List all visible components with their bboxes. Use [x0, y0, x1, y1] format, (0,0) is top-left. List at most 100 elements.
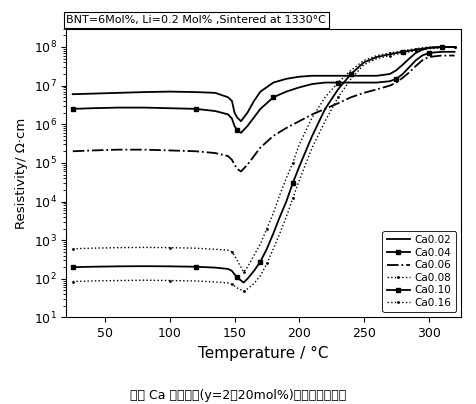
- Ca0.06: [283, 126, 289, 130]
- Ca0.10: [297, 164, 302, 169]
- Ca0.06: [245, 162, 250, 167]
- Ca0.10: [283, 199, 289, 204]
- Ca0.04: [193, 107, 198, 112]
- Ca0.08: [258, 242, 263, 246]
- Ca0.08: [238, 265, 244, 269]
- Ca0.02: [225, 95, 231, 100]
- Ca0.16: [290, 196, 296, 201]
- Ca0.10: [251, 269, 257, 274]
- Ca0.06: [229, 158, 235, 162]
- Ca0.04: [374, 80, 380, 85]
- Ca0.06: [193, 149, 198, 154]
- Ca0.02: [322, 74, 328, 78]
- Ca0.02: [426, 45, 432, 50]
- Ca0.16: [297, 178, 302, 183]
- Ca0.16: [309, 145, 315, 150]
- Ca0.02: [283, 76, 289, 81]
- Text: BNT=6Mol%, Li=0.2 Mol% ,Sintered at 1330°C: BNT=6Mol%, Li=0.2 Mol% ,Sintered at 1330…: [66, 15, 326, 25]
- Ca0.06: [167, 148, 173, 153]
- Ca0.04: [394, 76, 399, 81]
- Ca0.06: [387, 83, 393, 88]
- Ca0.04: [115, 105, 121, 110]
- Ca0.02: [229, 99, 235, 103]
- Ca0.08: [141, 245, 147, 250]
- Ca0.04: [283, 89, 289, 94]
- Ca0.16: [115, 278, 121, 283]
- Ca0.04: [245, 124, 250, 128]
- Ca0.04: [251, 115, 257, 120]
- Ca0.08: [452, 44, 457, 49]
- Ca0.02: [309, 74, 315, 78]
- Ca0.16: [374, 56, 380, 61]
- Ca0.06: [374, 87, 380, 92]
- Ca0.16: [407, 49, 412, 54]
- Ca0.08: [361, 58, 367, 63]
- Ca0.10: [245, 276, 250, 281]
- Ca0.10: [70, 265, 76, 269]
- Ca0.16: [70, 279, 76, 284]
- Ca0.16: [212, 280, 218, 284]
- Ca0.06: [309, 112, 315, 117]
- Ca0.02: [361, 74, 367, 78]
- Ca0.02: [141, 90, 147, 95]
- Ca0.10: [387, 52, 393, 57]
- Ca0.06: [232, 162, 238, 167]
- Ca0.08: [225, 248, 231, 252]
- Ca0.10: [264, 246, 270, 251]
- Ca0.10: [407, 48, 412, 53]
- Ca0.06: [89, 148, 95, 153]
- Ca0.10: [89, 264, 95, 269]
- Ca0.10: [452, 44, 457, 49]
- Ca0.04: [70, 107, 76, 112]
- Ca0.02: [232, 110, 238, 115]
- Line: Ca0.16: Ca0.16: [71, 46, 456, 292]
- Ca0.16: [277, 231, 283, 236]
- Ca0.04: [426, 50, 432, 55]
- Ca0.08: [270, 211, 276, 216]
- Ca0.04: [141, 105, 147, 110]
- Ca0.08: [232, 253, 238, 258]
- Ca0.02: [234, 115, 240, 120]
- Ca0.02: [245, 110, 250, 115]
- Ca0.08: [89, 246, 95, 250]
- Ca0.10: [193, 264, 198, 269]
- Ca0.10: [277, 215, 283, 219]
- Ca0.16: [193, 278, 198, 283]
- Ca0.10: [309, 133, 315, 138]
- Ca0.02: [374, 74, 380, 78]
- Ca0.06: [439, 53, 445, 58]
- Ca0.06: [212, 151, 218, 156]
- Ca0.04: [309, 82, 315, 86]
- Ca0.06: [238, 169, 244, 174]
- Ca0.08: [407, 47, 412, 52]
- Ca0.10: [258, 259, 263, 264]
- Ca0.16: [394, 52, 399, 57]
- Ca0.04: [400, 72, 406, 76]
- Line: Ca0.02: Ca0.02: [73, 47, 455, 121]
- Ca0.02: [439, 44, 445, 49]
- Ca0.06: [400, 75, 406, 80]
- Ca0.02: [258, 89, 263, 94]
- Ca0.10: [229, 269, 235, 274]
- Ca0.06: [394, 80, 399, 85]
- Ca0.04: [335, 80, 341, 85]
- Ca0.16: [387, 53, 393, 58]
- Ca0.10: [290, 181, 296, 185]
- Ca0.06: [348, 95, 354, 100]
- Ca0.08: [335, 80, 341, 85]
- Ca0.16: [234, 286, 240, 290]
- Ca0.06: [361, 90, 367, 95]
- Ca0.08: [283, 176, 289, 181]
- Ca0.16: [89, 278, 95, 283]
- Ca0.16: [241, 289, 247, 294]
- Legend: Ca0.02, Ca0.04, Ca0.06, Ca0.08, Ca0.10, Ca0.16: Ca0.02, Ca0.04, Ca0.06, Ca0.08, Ca0.10, …: [382, 231, 456, 312]
- Line: Ca0.06: Ca0.06: [73, 56, 455, 171]
- Line: Ca0.04: Ca0.04: [71, 50, 456, 135]
- Ca0.06: [270, 133, 276, 138]
- Ca0.10: [270, 231, 276, 236]
- Ca0.04: [361, 80, 367, 85]
- Ca0.08: [241, 269, 247, 274]
- Ca0.10: [115, 264, 121, 269]
- Ca0.10: [394, 50, 399, 55]
- Ca0.06: [258, 145, 263, 150]
